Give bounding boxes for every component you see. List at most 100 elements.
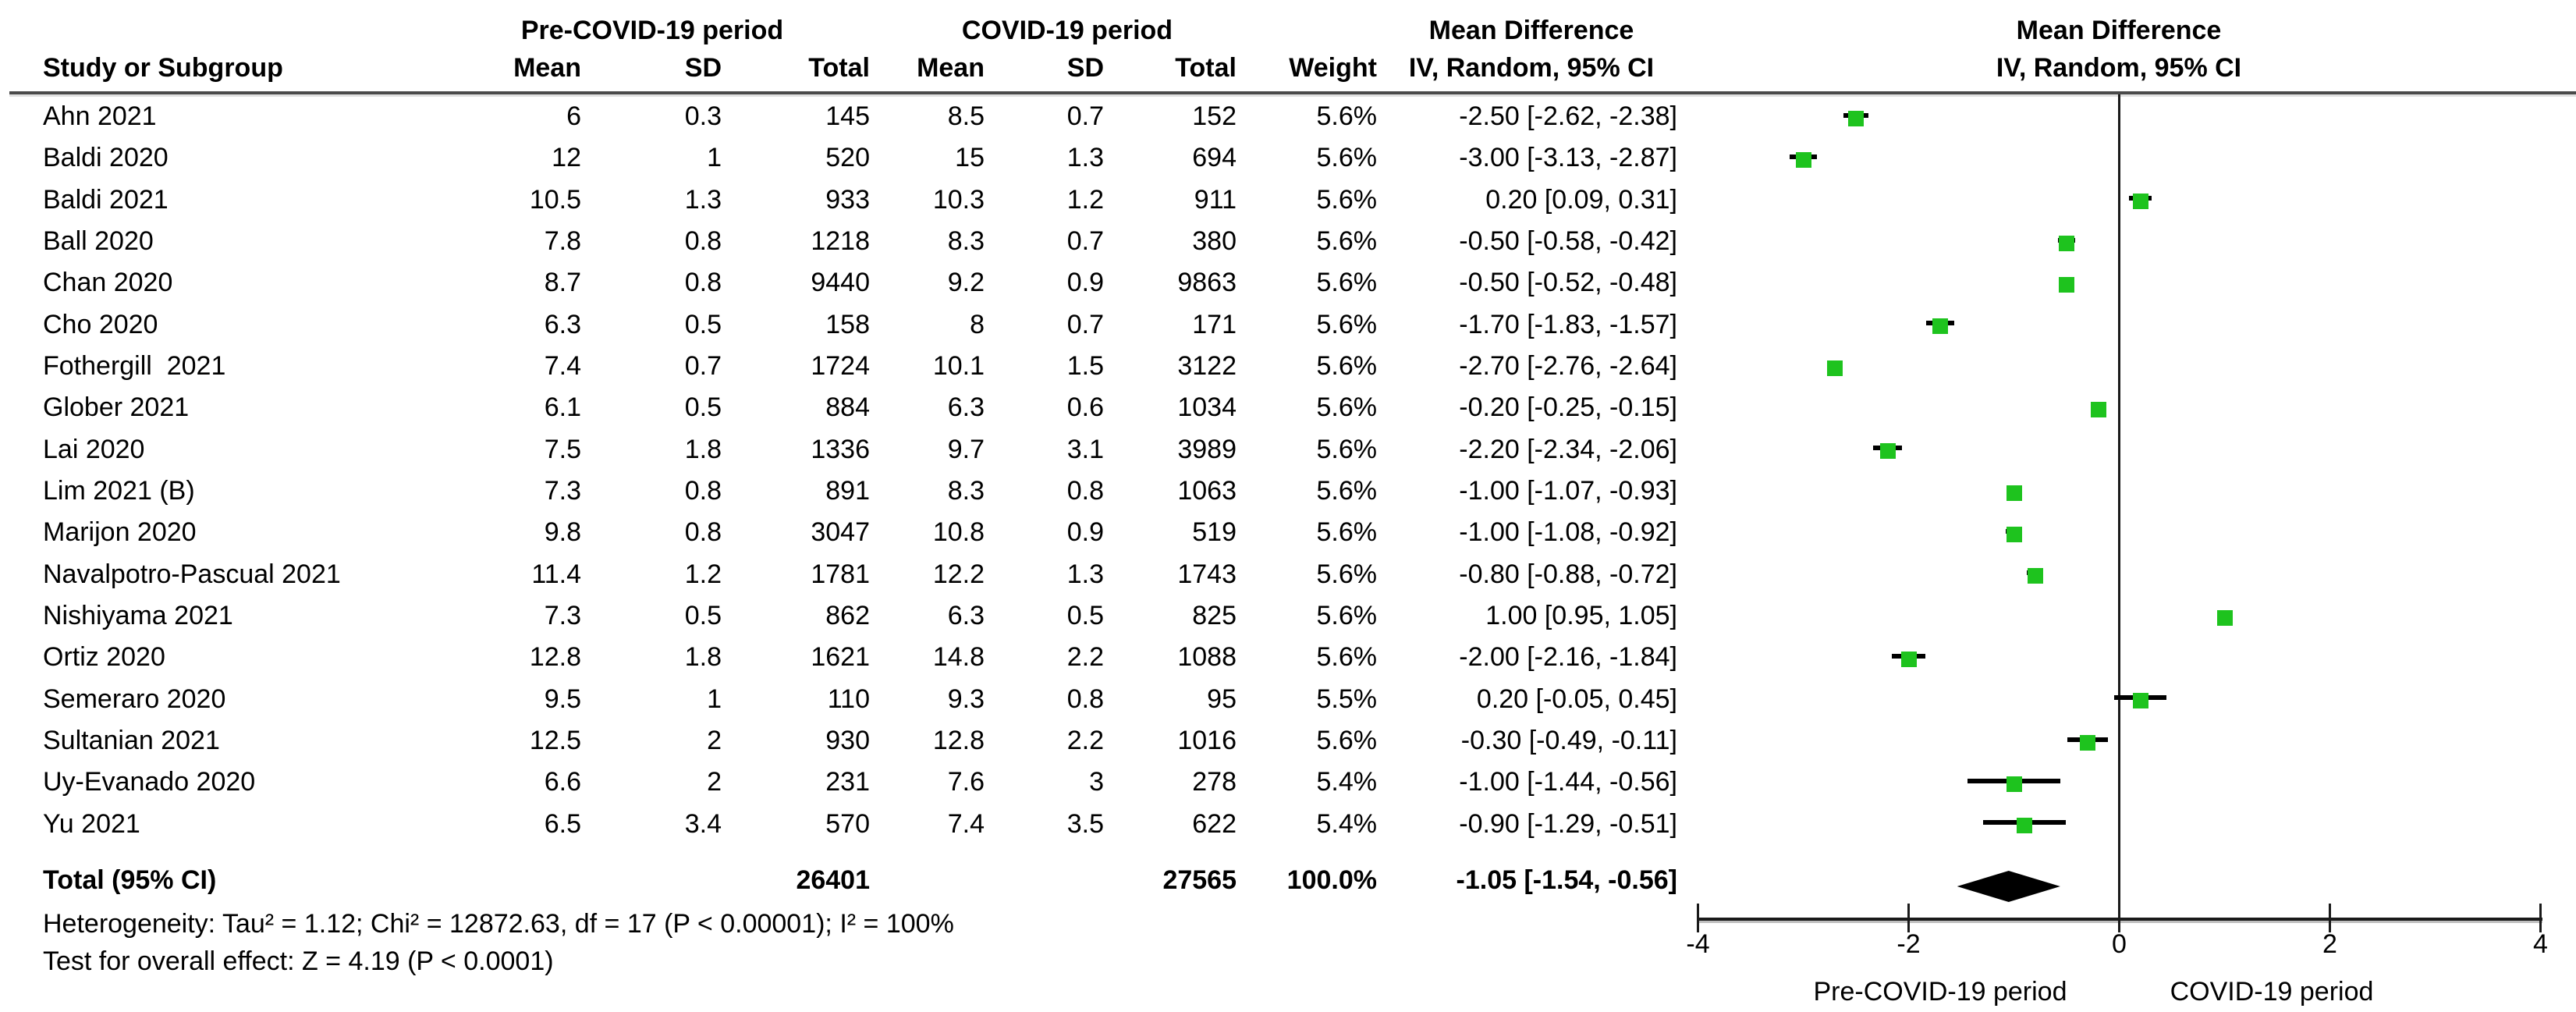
pre-sd-value: 0.7 xyxy=(684,350,722,381)
pre-mean-value: 6.6 xyxy=(544,767,581,797)
ci-text-value: -2.00 [-2.16, -1.84] xyxy=(1459,642,1677,673)
study-name: Fothergill 2021 xyxy=(43,350,226,381)
covid-sd-value: 0.8 xyxy=(1066,475,1104,506)
study-row: Baldi 2021 10.5 1.3 933 10.3 1.2 911 5.6… xyxy=(0,179,2576,221)
covid-mean-value: 9.3 xyxy=(947,684,985,714)
pre-sd-value: 0.8 xyxy=(684,475,722,506)
ci-text-value: -0.80 [-0.88, -0.72] xyxy=(1459,559,1677,589)
study-name: Baldi 2021 xyxy=(43,184,169,215)
pre-total-value: 884 xyxy=(825,392,870,423)
pre-total-value: 1724 xyxy=(811,350,870,381)
study-name: Lim 2021 (B) xyxy=(43,475,195,506)
study-row: Lim 2021 (B) 7.3 0.8 891 8.3 0.8 1063 5.… xyxy=(0,470,2576,512)
covid-mean-value: 9.7 xyxy=(947,434,985,464)
study-row: Chan 2020 8.7 0.8 9440 9.2 0.9 9863 5.6%… xyxy=(0,261,2576,304)
pre-sd-value: 1.8 xyxy=(684,642,722,673)
pre-mean-value: 6 xyxy=(566,101,581,131)
weight-value: 5.6% xyxy=(1316,392,1378,423)
covid-mean-value: 8.3 xyxy=(947,225,985,256)
ci-text-value: -2.20 [-2.34, -2.06] xyxy=(1459,434,1677,464)
ci-text-value: 1.00 [0.95, 1.05] xyxy=(1485,601,1677,631)
study-name: Cho 2020 xyxy=(43,309,158,339)
study-name: Marijon 2020 xyxy=(43,517,197,548)
study-row: Nishiyama 2021 7.3 0.5 862 6.3 0.5 825 5… xyxy=(0,595,2576,637)
covid-mean-value: 10.8 xyxy=(932,517,985,548)
col-header-pre-mean: Mean xyxy=(513,53,581,83)
weight-value: 5.4% xyxy=(1316,767,1378,797)
covid-total-value: 519 xyxy=(1192,517,1237,548)
pre-mean-value: 8.7 xyxy=(544,268,581,298)
covid-mean-value: 14.8 xyxy=(932,642,985,673)
study-name: Navalpotro-Pascual 2021 xyxy=(43,559,341,589)
col-header-covid-mean: Mean xyxy=(917,53,985,83)
pre-mean-value: 12.8 xyxy=(529,642,581,673)
covid-sd-value: 1.5 xyxy=(1066,350,1104,381)
covid-total-value: 1034 xyxy=(1177,392,1237,423)
total-pre-total: 26401 xyxy=(796,865,870,895)
covid-mean-value: 7.6 xyxy=(947,767,985,797)
ci-text-value: -1.00 [-1.44, -0.56] xyxy=(1459,767,1677,797)
pre-mean-value: 12 xyxy=(552,143,581,173)
pre-mean-value: 7.4 xyxy=(544,350,581,381)
pre-sd-value: 1 xyxy=(707,143,722,173)
covid-sd-value: 2.2 xyxy=(1066,642,1104,673)
pre-sd-value: 0.8 xyxy=(684,268,722,298)
study-name: Lai 2020 xyxy=(43,434,145,464)
pre-sd-value: 1 xyxy=(707,684,722,714)
covid-total-value: 9863 xyxy=(1177,268,1237,298)
covid-sd-value: 1.3 xyxy=(1066,559,1104,589)
total-label: Total (95% CI) xyxy=(43,865,217,895)
covid-total-value: 278 xyxy=(1192,767,1237,797)
pre-mean-value: 11.4 xyxy=(531,559,581,589)
pre-mean-value: 6.1 xyxy=(544,392,581,423)
col-header-pre-total: Total xyxy=(808,53,870,83)
header-rule xyxy=(9,91,2576,94)
pre-sd-value: 3.4 xyxy=(684,808,722,839)
pre-sd-value: 0.5 xyxy=(684,309,722,339)
pre-total-value: 570 xyxy=(825,808,870,839)
pre-mean-value: 9.8 xyxy=(544,517,581,548)
study-row: Cho 2020 6.3 0.5 158 8 0.7 171 5.6% -1.7… xyxy=(0,304,2576,346)
weight-value: 5.6% xyxy=(1316,101,1378,131)
covid-mean-value: 15 xyxy=(955,143,985,173)
pre-total-value: 1621 xyxy=(811,642,870,673)
pre-mean-value: 12.5 xyxy=(529,726,581,756)
overall-effect-stats: Test for overall effect: Z = 4.19 (P < 0… xyxy=(43,946,554,976)
col-header-weight: Weight xyxy=(1289,53,1377,83)
weight-value: 5.4% xyxy=(1316,808,1378,839)
col-header-ci-plot: IV, Random, 95% CI xyxy=(1996,53,2242,83)
ci-text-value: -2.50 [-2.62, -2.38] xyxy=(1459,101,1677,131)
study-row: Ortiz 2020 12.8 1.8 1621 14.8 2.2 1088 5… xyxy=(0,636,2576,678)
pre-mean-value: 7.8 xyxy=(544,225,581,256)
covid-sd-value: 3 xyxy=(1089,767,1104,797)
col-header-pre-sd: SD xyxy=(684,53,722,83)
pre-sd-value: 2 xyxy=(707,767,722,797)
pre-sd-value: 1.8 xyxy=(684,434,722,464)
pre-total-value: 3047 xyxy=(811,517,870,548)
pre-total-value: 9440 xyxy=(811,268,870,298)
study-row: Marijon 2020 9.8 0.8 3047 10.8 0.9 519 5… xyxy=(0,511,2576,553)
study-row: Baldi 2020 12 1 520 15 1.3 694 5.6% -3.0… xyxy=(0,137,2576,179)
covid-sd-value: 0.7 xyxy=(1066,309,1104,339)
covid-total-value: 694 xyxy=(1192,143,1237,173)
study-row: Glober 2021 6.1 0.5 884 6.3 0.6 1034 5.6… xyxy=(0,386,2576,428)
ci-text-value: -1.00 [-1.08, -0.92] xyxy=(1459,517,1677,548)
pre-sd-value: 0.8 xyxy=(684,225,722,256)
weight-value: 5.6% xyxy=(1316,559,1378,589)
covid-total-value: 1016 xyxy=(1177,726,1237,756)
study-name: Yu 2021 xyxy=(43,808,140,839)
covid-sd-value: 3.5 xyxy=(1066,808,1104,839)
pre-total-value: 110 xyxy=(827,684,870,714)
study-row: Lai 2020 7.5 1.8 1336 9.7 3.1 3989 5.6% … xyxy=(0,428,2576,470)
study-name: Chan 2020 xyxy=(43,268,173,298)
col-header-covid-total: Total xyxy=(1175,53,1237,83)
pre-total-value: 520 xyxy=(825,143,870,173)
pre-mean-value: 6.3 xyxy=(544,309,581,339)
total-weight: 100.0% xyxy=(1286,865,1377,895)
study-row: Semeraro 2020 9.5 1 110 9.3 0.8 95 5.5% … xyxy=(0,678,2576,720)
pre-total-value: 145 xyxy=(825,101,870,131)
covid-total-value: 152 xyxy=(1192,101,1237,131)
study-name: Ball 2020 xyxy=(43,225,154,256)
ci-text-value: -0.50 [-0.58, -0.42] xyxy=(1459,225,1677,256)
